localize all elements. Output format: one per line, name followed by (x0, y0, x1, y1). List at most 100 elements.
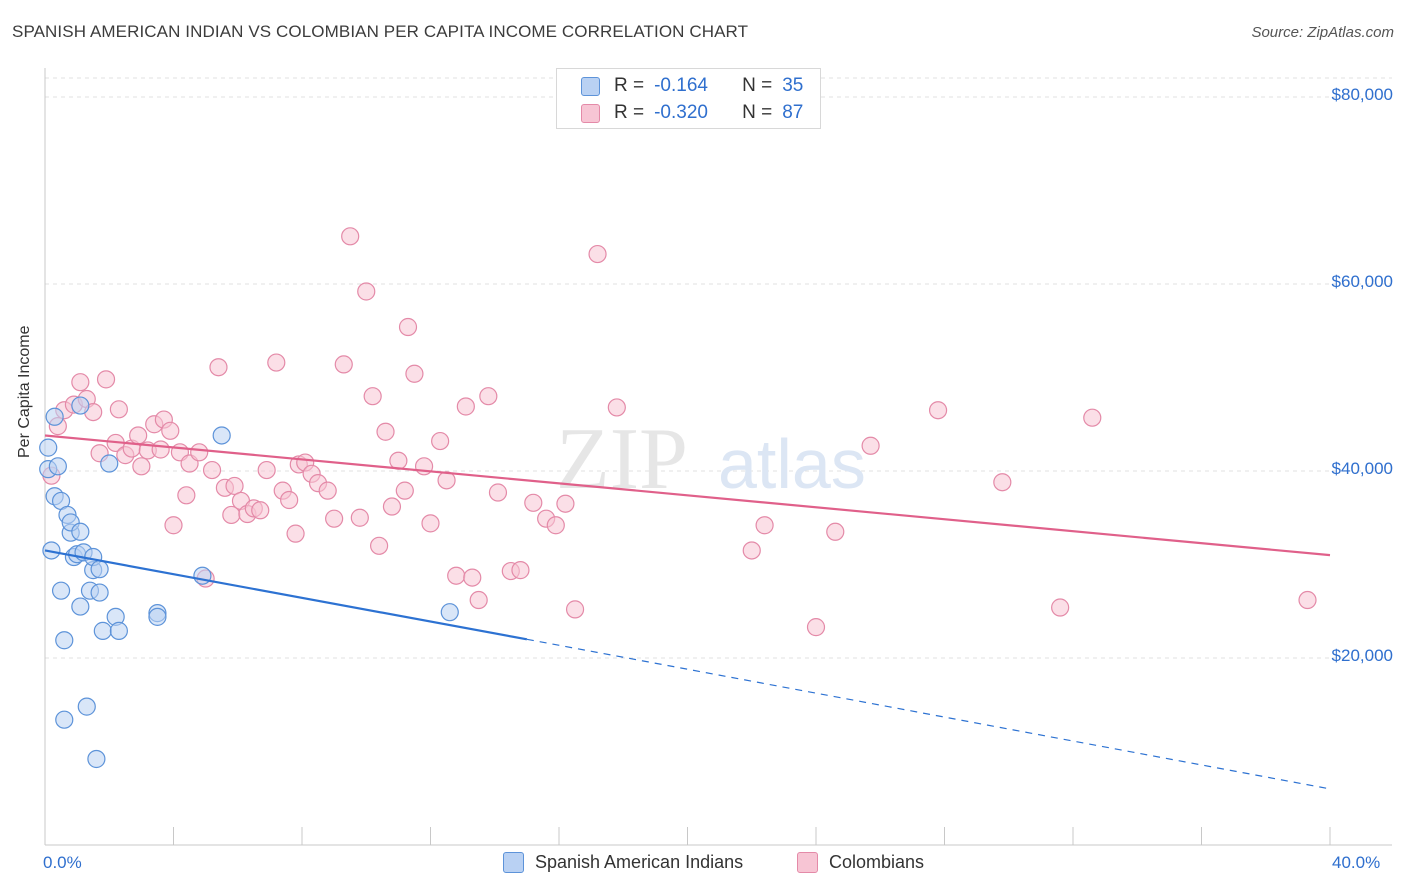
legend-item-colombians: Colombians (797, 852, 924, 873)
colombians-trend-line (44, 434, 1331, 557)
colombians-point (161, 421, 180, 440)
spanish-american-indians-point (71, 396, 90, 415)
colombians-point (267, 353, 286, 372)
spanish-american-indians-point (42, 541, 61, 560)
colombians-point (341, 227, 360, 246)
colombians-point (456, 397, 475, 416)
spanish-american-indians-point (440, 603, 459, 622)
r-label: R = (614, 102, 645, 123)
r-value: -0.320 (654, 102, 708, 123)
r-label: R = (614, 75, 645, 96)
colombians-point (826, 522, 845, 541)
colombians-point (334, 355, 353, 374)
spanish-american-indians-point (87, 749, 106, 769)
spanish-american-indians-point (71, 522, 90, 541)
colombians-point (129, 426, 148, 445)
legend-swatch-blue (581, 76, 600, 96)
colombians-point (350, 508, 369, 527)
colombians-point (928, 401, 948, 420)
spanish-american-indians-point (212, 426, 231, 445)
colombians-point (479, 387, 498, 406)
r-value: -0.164 (654, 75, 708, 96)
colombians-point (395, 481, 414, 500)
colombians-point (280, 490, 299, 510)
colombians-point (588, 244, 607, 264)
colombians-point (861, 436, 880, 455)
colombians-point (546, 516, 565, 535)
colombians-point (488, 483, 508, 502)
stats-legend: R = -0.164 N = 35 R = -0.320 N = 87 (556, 68, 821, 129)
spanish-american-indians-point (39, 438, 58, 457)
y-tick-label: $40,000 (1331, 459, 1393, 478)
colombians-point (318, 481, 337, 500)
colombians-point (132, 457, 151, 476)
colombians-point (209, 358, 228, 377)
colombians-point (565, 600, 585, 619)
colombians-point (202, 460, 222, 480)
colombians-point (742, 541, 761, 560)
x-tick-label-min: 0.0% (43, 853, 82, 872)
spanish-american-indians-point (45, 407, 64, 426)
colombians-point (376, 422, 395, 441)
colombians-point (389, 451, 408, 470)
colombians-point (469, 590, 488, 610)
watermark-atlas: atlas (718, 425, 866, 503)
colombians-point (511, 561, 530, 580)
colombians-point (431, 431, 450, 451)
colombians-point (96, 370, 116, 389)
gridlines (45, 77, 1392, 659)
n-label: N = (742, 75, 773, 96)
colombians-point (151, 440, 170, 459)
colombians-points (42, 227, 1317, 637)
spanish-american-indians-point (109, 621, 128, 640)
x-tick-label-max: 40.0% (1332, 853, 1381, 872)
colombians-point (556, 494, 575, 513)
colombians-point (190, 443, 209, 462)
y-tick-label: $60,000 (1331, 272, 1393, 291)
spanish-american-indians-point (71, 597, 90, 616)
colombians-point (257, 460, 276, 480)
colombians-point (251, 501, 270, 520)
colombians-point (71, 373, 90, 392)
watermark-zip: ZIP (556, 411, 688, 508)
spanish-american-indians-point (55, 631, 74, 650)
legend-swatch-pink (581, 103, 600, 123)
y-tick-label: $80,000 (1331, 85, 1393, 104)
colombians-point (806, 618, 826, 637)
spanish-american-indians-point (51, 581, 71, 600)
chart-title: SPANISH AMERICAN INDIAN VS COLOMBIAN PER… (12, 22, 749, 41)
colombians-point (177, 486, 196, 505)
spanish-american-indians-point (93, 621, 112, 640)
spanish-american-indians-point (77, 697, 96, 716)
spanish-american-indians-trend-extension (526, 638, 1331, 790)
colombians-point (109, 400, 128, 419)
stats-row-spanish-american-indians: R = -0.164 N = 35 (581, 74, 803, 98)
legend-swatch-pink (797, 852, 818, 873)
spanish-american-indians-point (55, 710, 74, 729)
colombians-point (607, 398, 626, 417)
colombians-point (405, 364, 424, 383)
colombians-point (286, 524, 305, 543)
colombians-point (225, 476, 244, 496)
colombians-point (755, 516, 774, 535)
colombians-point (363, 387, 382, 406)
colombians-point (370, 536, 389, 555)
colombians-point (325, 509, 344, 528)
legend-item-spanish-american-indians: Spanish American Indians (503, 852, 743, 873)
n-label: N = (742, 102, 773, 123)
source-credit: Source: ZipAtlas.com (1251, 24, 1394, 41)
colombians-point (1051, 598, 1070, 617)
colombians-point (993, 473, 1012, 492)
colombians-point (1083, 408, 1102, 427)
colombians-point (164, 516, 183, 535)
spanish-american-indians-point (148, 607, 167, 626)
stats-row-colombians: R = -0.320 N = 87 (581, 101, 803, 125)
colombians-point (1298, 590, 1317, 610)
colombians-point (382, 497, 402, 516)
n-value: 35 (782, 75, 804, 96)
colombians-point (398, 317, 418, 337)
colombians-point (357, 282, 376, 301)
colombians-point (421, 514, 440, 533)
legend-swatch-blue (503, 852, 524, 873)
